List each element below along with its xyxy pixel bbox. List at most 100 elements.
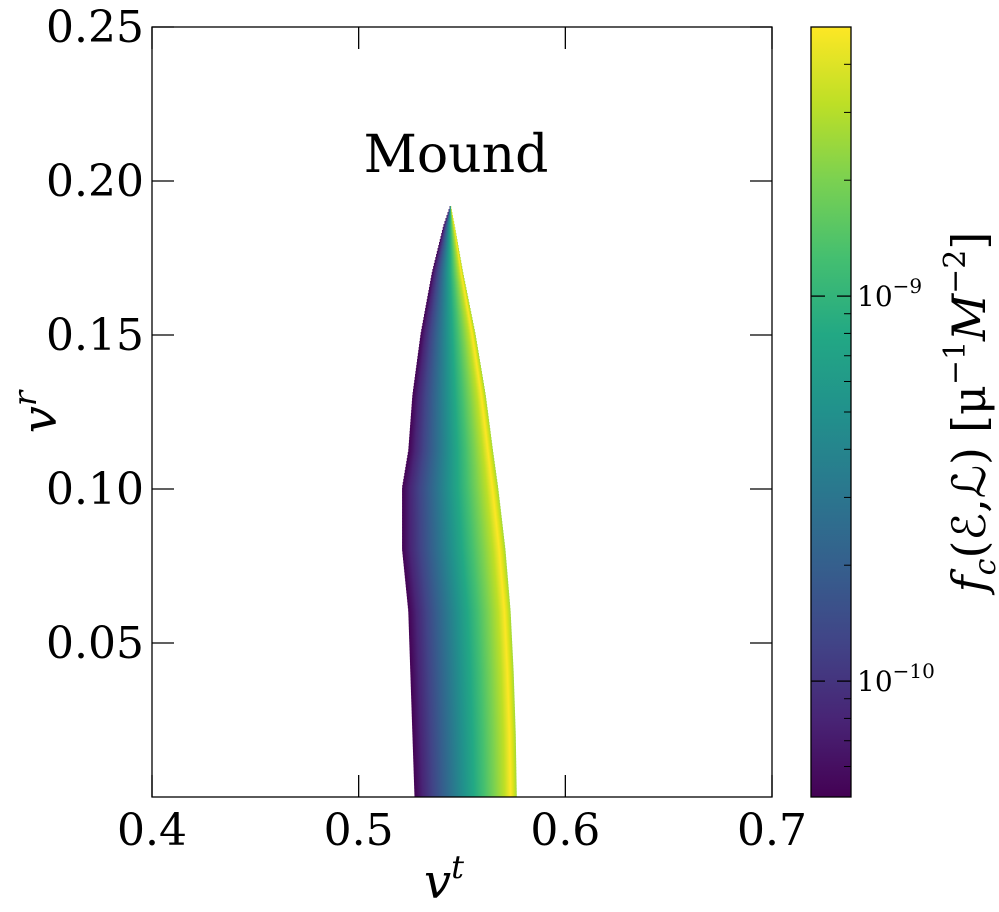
heatmap-row-97 — [402, 503, 501, 507]
heatmap-row-11 — [413, 761, 517, 765]
heatmap-row-32 — [411, 698, 515, 702]
heatmap-row-129 — [411, 407, 488, 411]
heatmap-row-166 — [427, 296, 469, 300]
y-tick-label-0: 0.05 — [46, 618, 144, 669]
heatmap-row-135 — [413, 389, 485, 393]
heatmap-row-81 — [402, 551, 506, 555]
heatmap-row-137 — [413, 383, 484, 387]
heatmap-row-122 — [409, 428, 491, 432]
cb-label-units-exp1: −1 — [938, 341, 973, 385]
heatmap-row-158 — [422, 320, 474, 324]
heatmap-row-33 — [411, 695, 515, 699]
heatmap-row-114 — [407, 452, 494, 456]
heatmap-row-162 — [425, 308, 471, 312]
heatmap-row-47 — [409, 653, 513, 657]
heatmap-row-15 — [412, 749, 517, 753]
y-tick-label-3: 0.20 — [46, 156, 144, 207]
heatmap-row-186 — [440, 236, 457, 240]
heatmap-row-124 — [410, 422, 490, 426]
heatmap-row-102 — [402, 488, 499, 492]
heatmap-row-171 — [430, 281, 466, 285]
heatmap-row-156 — [421, 326, 475, 330]
heatmap-row-154 — [420, 332, 476, 336]
heatmap-row-142 — [415, 368, 482, 372]
heatmap-row-59 — [408, 617, 511, 621]
heatmap-row-132 — [412, 398, 487, 402]
heatmap-row-63 — [407, 605, 511, 609]
heatmap-row-194 — [447, 212, 453, 216]
heatmap-row-52 — [409, 638, 513, 642]
heatmap-row-123 — [410, 425, 490, 429]
heatmap-row-120 — [409, 434, 492, 438]
heatmap-row-125 — [410, 419, 490, 423]
cb-label-units-mid: M — [942, 292, 996, 342]
y-axis-label-base: v — [12, 406, 68, 433]
heatmap-row-86 — [402, 536, 505, 540]
heatmap-row-64 — [407, 602, 510, 606]
heatmap-row-48 — [409, 650, 513, 654]
cb-label-units-end: ] — [942, 232, 996, 250]
heatmap-row-159 — [423, 317, 473, 321]
heatmap-row-28 — [411, 710, 515, 714]
heatmap-row-45 — [409, 659, 514, 663]
y-tick-label-2: 0.15 — [46, 310, 144, 361]
heatmap-row-155 — [421, 329, 475, 333]
heatmap-row-56 — [408, 626, 512, 630]
heatmap-row-83 — [402, 545, 506, 549]
heatmap-row-76 — [403, 566, 507, 570]
x-axis-label-base: v — [424, 854, 451, 910]
heatmap-row-180 — [436, 254, 461, 258]
heatmap-row-3 — [414, 785, 517, 789]
heatmap-row-181 — [436, 251, 460, 255]
heatmap-row-139 — [414, 377, 483, 381]
heatmap-row-13 — [413, 755, 517, 759]
heatmap-row-72 — [405, 578, 508, 582]
heatmap-row-89 — [402, 527, 503, 531]
heatmap-row-178 — [434, 260, 462, 264]
cb-label-units-exp2: −2 — [938, 250, 973, 294]
heatmap-row-145 — [417, 359, 480, 363]
heatmap-row-170 — [429, 284, 466, 288]
colorbar-ticks: 10−10 10−9 — [811, 26, 935, 768]
heatmap-row-30 — [411, 704, 515, 708]
heatmap-row-168 — [428, 290, 467, 294]
heatmap-row-109 — [405, 467, 496, 471]
heatmap-row-22 — [412, 728, 516, 732]
x-axis-label-superscript: t — [451, 848, 464, 886]
heatmap-row-134 — [412, 392, 486, 396]
heatmap-row-136 — [413, 386, 485, 390]
heatmap-row-73 — [404, 575, 508, 579]
heatmap-row-141 — [415, 371, 482, 375]
heatmap-row-112 — [406, 458, 495, 462]
heatmap-row-91 — [402, 521, 503, 525]
heatmap-row-163 — [425, 305, 470, 309]
heatmap-row-77 — [403, 563, 507, 567]
heatmap-row-144 — [416, 362, 481, 366]
x-tick-label-2: 0.6 — [530, 805, 600, 856]
heatmap-row-116 — [408, 446, 493, 450]
heatmap-row-27 — [411, 713, 516, 717]
heatmap-row-4 — [414, 782, 517, 786]
y-tick-label-4: 0.25 — [46, 2, 144, 53]
heatmap-row-54 — [409, 632, 512, 636]
heatmap-row-107 — [404, 473, 497, 477]
heatmap-row-190 — [443, 224, 455, 228]
heatmap-row-187 — [441, 233, 457, 237]
heatmap-row-138 — [414, 380, 484, 384]
heatmap-row-37 — [410, 683, 515, 687]
heatmap-row-40 — [410, 674, 514, 678]
heatmap-row-18 — [412, 740, 516, 744]
heatmap-row-44 — [410, 662, 514, 666]
heatmap-row-62 — [408, 608, 511, 612]
heatmap-row-9 — [413, 767, 517, 771]
heatmap-row-191 — [444, 221, 455, 225]
heatmap-row-99 — [402, 497, 500, 501]
heatmap-row-69 — [406, 587, 509, 591]
heatmap-row-192 — [445, 218, 454, 222]
heatmap-row-70 — [405, 584, 509, 588]
heatmap-row-31 — [411, 701, 515, 705]
heatmap-row-157 — [422, 323, 474, 327]
heatmap-row-38 — [410, 680, 514, 684]
heatmap-row-110 — [405, 464, 496, 468]
heatmap-row-161 — [424, 311, 472, 315]
